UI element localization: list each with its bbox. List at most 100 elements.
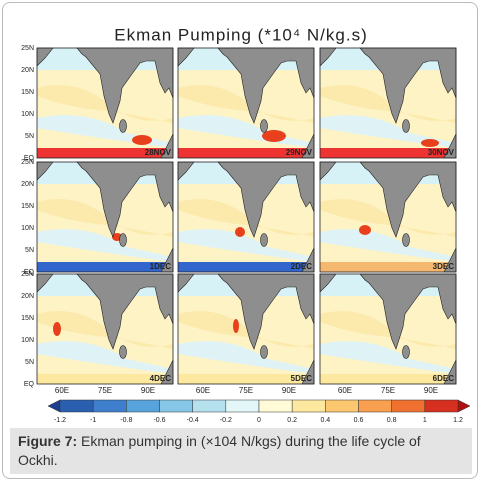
colorbar-segment [424,399,459,413]
panel-border [319,47,457,159]
panel-border [319,273,457,385]
map-panel: 5DEC [177,273,315,385]
figure-frame [2,2,478,479]
panel-border [36,273,174,385]
cyclone-signal [421,139,439,147]
map-panel: 29NOV [177,47,315,159]
panel-label: 29NOV [286,148,313,157]
y-axis-label: 25N [21,45,34,52]
y-axis-label: EQ [24,155,35,162]
x-axis-label: 90E [141,386,155,395]
panel-label: 30NOV [428,148,455,157]
y-axis-label: 25N [21,271,34,278]
x-axis-label: 60E [55,386,69,395]
x-axis-label: 75E [381,386,395,395]
map-panel: 2DEC [177,161,315,273]
cyclone-signal [53,322,61,336]
x-axis-label: 75E [239,386,253,395]
colorbar-segment [258,399,293,413]
y-axis-label: 10N [21,225,34,232]
y-axis-label: 5N [25,133,34,140]
cyclone-signal [132,135,152,145]
figure: Ekman Pumping (*10⁴ N/kg.s) 28NOV 29NOV 30… [21,25,471,424]
coastal-band [178,262,314,272]
coastal-band [320,262,456,272]
colorbar-segment [225,399,260,413]
coastal-band [37,262,173,272]
map-panel: 6DEC [319,273,457,385]
cyclone-signal [233,319,239,333]
y-axis-label: 25N [21,159,34,166]
panel-label: 4DEC [150,374,172,383]
colorbar-segment [126,399,160,413]
panel-border [36,47,174,159]
colorbar-label: 1 [423,417,427,424]
caption-text: Ekman pumping in (×104 N/kgs) during the… [18,433,421,468]
panel-border [177,161,315,273]
cyclone-signal [235,227,245,237]
colorbar-segment [159,399,193,413]
coastal-band [37,148,173,158]
x-axis-label: 60E [338,386,352,395]
colorbar-label: 0.4 [320,417,330,424]
map-panel: 28NOV [36,47,174,159]
colorbar-segment [59,399,94,413]
y-axis-label: EQ [24,269,35,276]
colorbar-segment [391,399,426,413]
cyclone-signal [359,225,371,235]
panel-label: 1DEC [150,262,172,271]
coastal-band [320,148,456,158]
colorbar-segment [291,399,326,413]
colorbar-label: 1.2 [453,417,463,424]
coastal-band [178,148,314,158]
map-panel: 30NOV [319,47,457,159]
y-axis-label: 20N [21,293,34,300]
colorbar-segment [92,399,127,413]
caption: Figure 7: Ekman pumping in (×104 N/kgs) … [10,428,472,474]
colorbar-label: 0.6 [354,417,364,424]
colorbar-label: 0 [257,417,261,424]
colorbar-label: 0.8 [387,417,397,424]
map-panel: 4DEC [36,273,174,385]
y-axis-label: EQ [24,381,35,388]
coastal-band [320,374,456,384]
colorbar-label: -0.8 [120,417,132,424]
colorbar-end [47,399,61,413]
cyclone-signal [262,130,286,142]
panel-label: 6DEC [433,374,455,383]
colorbar-segment [358,399,392,413]
x-axis-label: 75E [98,386,112,395]
coastal-band [178,374,314,384]
x-axis-label: 90E [424,386,438,395]
caption-label: Figure 7: [18,433,78,449]
colorbar-label: -0.6 [153,417,165,424]
panel-label: 2DEC [291,262,313,271]
colorbar-label: -1.2 [54,417,66,424]
colorbar-label: 0.2 [287,417,297,424]
y-axis-label: 10N [21,111,34,118]
panel-border [177,273,315,385]
colorbar-label: -0.2 [220,417,232,424]
panel-border [177,47,315,159]
colorbar-end [457,399,471,413]
colorbar-label: -0.4 [187,417,199,424]
panel-border [36,161,174,273]
panel-label: 5DEC [291,374,313,383]
y-axis-label: 15N [21,315,34,322]
colorbar-segment [192,399,227,413]
y-axis-label: 15N [21,89,34,96]
panel-border [319,161,457,273]
panel-label: 3DEC [433,262,455,271]
y-axis-label: 10N [21,337,34,344]
map-panel: 1DEC [36,161,174,273]
y-axis-label: 5N [25,359,34,366]
y-axis-label: 15N [21,203,34,210]
colorbar-label: -1 [90,417,96,424]
panel-label: 28NOV [145,148,172,157]
map-panel: 3DEC [319,161,457,273]
y-axis-label: 20N [21,67,34,74]
x-axis-label: 90E [282,386,296,395]
colorbar-segment [325,399,359,413]
x-axis-label: 60E [196,386,210,395]
